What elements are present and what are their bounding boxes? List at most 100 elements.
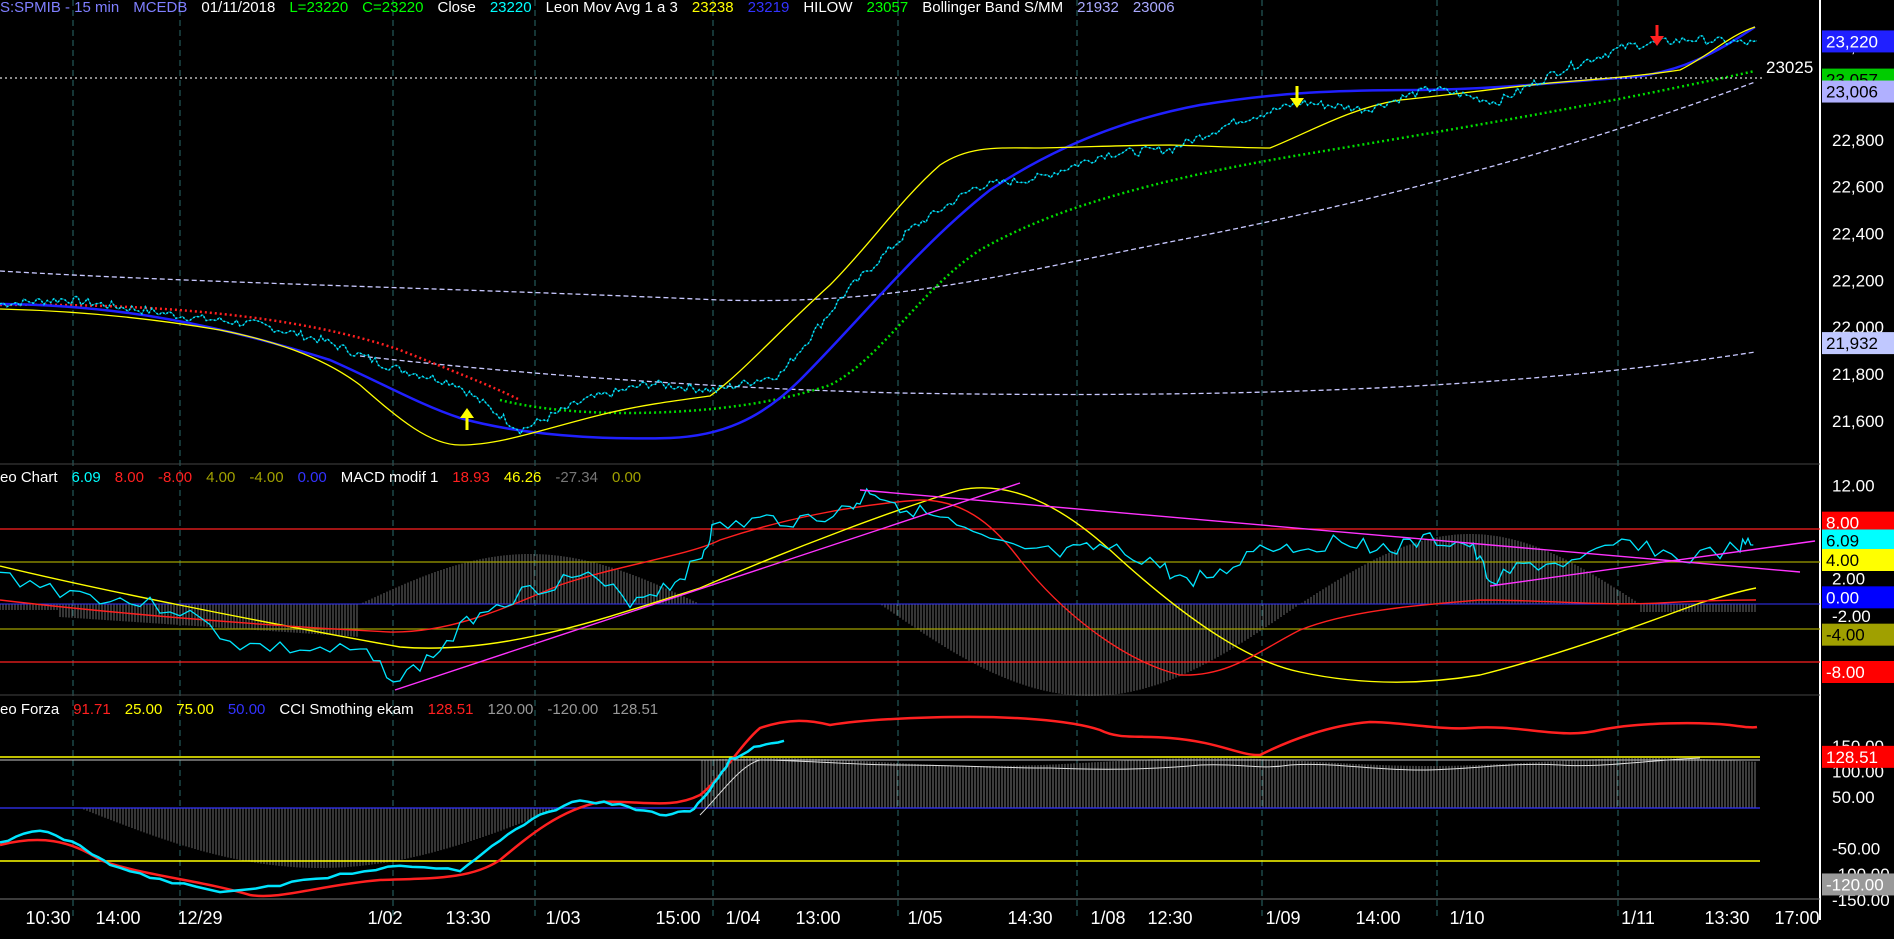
header-item: 120.00 bbox=[488, 701, 534, 718]
y-tick-label: 22,800 bbox=[1832, 131, 1884, 150]
x-tick-label: 1/02 bbox=[367, 908, 402, 928]
value-badge: 23,006 bbox=[1822, 80, 1894, 103]
header-item: eo Forza bbox=[0, 701, 60, 718]
blue-moving-average bbox=[0, 25, 1756, 440]
close-series-line bbox=[0, 35, 1758, 435]
header-item: -120.00 bbox=[547, 701, 598, 718]
signal-arrows bbox=[460, 25, 1664, 430]
header-item: MCEDB bbox=[133, 0, 187, 16]
price-panel-header: S:SPMIB - 15 min MCEDB 01/11/2018 L=23220 C=… bbox=[0, 0, 1175, 16]
header-item: 6.09 bbox=[72, 469, 101, 486]
macd-panel-header: eo Chart 6.09 8.00 -8.00 4.00 -4.00 0.00 MACD m… bbox=[0, 469, 641, 486]
value-badge: -120.00 bbox=[1822, 873, 1894, 896]
svg-text:23,006: 23,006 bbox=[1826, 83, 1878, 102]
header-item: 23057 bbox=[867, 0, 909, 16]
header-item: 128.51 bbox=[428, 701, 474, 718]
header-item: 75.00 bbox=[176, 701, 214, 718]
header-item: 25.00 bbox=[125, 701, 163, 718]
header-item: eo Chart bbox=[0, 469, 58, 486]
x-tick-label: 13:30 bbox=[1704, 908, 1749, 928]
value-badge: 4.00 bbox=[1822, 549, 1894, 571]
macd-histogram bbox=[0, 534, 1756, 696]
y-tick-label: 22,600 bbox=[1832, 178, 1884, 197]
x-tick-label: 12/29 bbox=[177, 908, 222, 928]
panel-separators bbox=[0, 0, 1821, 920]
x-tick-label: 1/03 bbox=[545, 908, 580, 928]
header-item: -27.34 bbox=[555, 469, 598, 486]
value-badge: 0.00 bbox=[1822, 586, 1894, 609]
svg-text:128.51: 128.51 bbox=[1826, 748, 1878, 767]
header-item: 23219 bbox=[748, 0, 790, 16]
trendline-2 bbox=[859, 489, 1801, 573]
y-tick-label: 2.00 bbox=[1832, 570, 1865, 589]
header-item: 50.00 bbox=[228, 701, 266, 718]
svg-text:6.09: 6.09 bbox=[1826, 531, 1859, 550]
x-tick-label: 1/08 bbox=[1090, 908, 1125, 928]
header-item: CCI Smothing ekam bbox=[279, 701, 413, 718]
header-item: Bollinger Band S/MM bbox=[922, 0, 1063, 16]
x-tick-label: 13:30 bbox=[445, 908, 490, 928]
header-item: 0.00 bbox=[298, 469, 327, 486]
cci-cyan-line bbox=[0, 739, 785, 894]
red-dotted-average bbox=[0, 303, 521, 402]
macd-cyan-line bbox=[0, 487, 1754, 683]
y-tick-label: 22,400 bbox=[1832, 224, 1884, 243]
header-item: 23220 bbox=[490, 0, 532, 16]
arrow-up-icon bbox=[460, 408, 474, 430]
x-tick-label: 13:00 bbox=[795, 908, 840, 928]
trendline-1 bbox=[394, 482, 1021, 691]
x-tick-label: 1/10 bbox=[1449, 908, 1484, 928]
x-tick-label: 17:00 bbox=[1774, 908, 1819, 928]
cci-histogram bbox=[80, 758, 1756, 868]
header-item: 23006 bbox=[1133, 0, 1175, 16]
header-item: S:SPMIB - 15 min bbox=[0, 0, 119, 16]
x-tick-label: 10:30 bbox=[25, 908, 70, 928]
macd-signal-yellow bbox=[0, 487, 1757, 683]
macd-red bbox=[0, 499, 1757, 676]
y-tick-label: 22,200 bbox=[1832, 271, 1884, 290]
cci-red bbox=[0, 715, 1758, 898]
x-tick-label: 1/11 bbox=[1621, 908, 1655, 928]
header-item: C=23220 bbox=[362, 0, 423, 16]
reference-line: 23025 bbox=[0, 58, 1813, 79]
y-tick-label: -50.00 bbox=[1832, 840, 1880, 859]
svg-text:-120.00: -120.00 bbox=[1826, 875, 1884, 894]
header-item: 46.26 bbox=[504, 469, 542, 486]
svg-text:4.00: 4.00 bbox=[1826, 551, 1859, 570]
header-item: 91.71 bbox=[73, 701, 111, 718]
header-item: Close bbox=[437, 0, 475, 16]
header-item: 01/11/2018 bbox=[201, 0, 275, 16]
header-item: 0.00 bbox=[612, 469, 641, 486]
header-item: 4.00 bbox=[206, 469, 235, 486]
header-item: 128.51 bbox=[612, 701, 658, 718]
value-badge: -4.00 bbox=[1822, 623, 1894, 646]
x-tick-label: 12:30 bbox=[1147, 908, 1192, 928]
value-badge: -8.00 bbox=[1822, 661, 1894, 683]
header-item: Leon Mov Avg 1 a 3 bbox=[546, 0, 678, 16]
svg-text:21,932: 21,932 bbox=[1826, 334, 1878, 353]
cci-panel-header: eo Forza 91.71 25.00 75.00 50.00 CCI Smothing… bbox=[0, 701, 658, 718]
value-badge: 23,220 bbox=[1822, 30, 1894, 53]
y-tick-label: 21,600 bbox=[1832, 412, 1884, 431]
header-item: 8.00 bbox=[115, 469, 144, 486]
svg-text:-4.00: -4.00 bbox=[1826, 626, 1865, 645]
x-tick-label: 14:00 bbox=[95, 908, 140, 928]
header-item: 18.93 bbox=[452, 469, 490, 486]
header-item: -4.00 bbox=[249, 469, 283, 486]
svg-text:8.00: 8.00 bbox=[1826, 514, 1859, 533]
y-tick-label: -150.00 bbox=[1832, 891, 1890, 910]
svg-text:23,220: 23,220 bbox=[1826, 32, 1878, 51]
x-tick-label: 15:00 bbox=[655, 908, 700, 928]
header-item: -8.00 bbox=[158, 469, 192, 486]
price-indicators bbox=[0, 25, 1758, 446]
header-item: MACD modif 1 bbox=[341, 469, 439, 486]
cci-white bbox=[699, 757, 1701, 816]
svg-text:-8.00: -8.00 bbox=[1826, 663, 1865, 682]
x-axis-labels: 10:30 14:00 12/29 1/02 13:30 1/03 15:00 1/04 13:… bbox=[25, 908, 1819, 928]
value-badges: 23,22023,05723,00621,9328.006.094.000.00… bbox=[1822, 30, 1894, 896]
x-tick-label: 14:00 bbox=[1355, 908, 1400, 928]
value-badge: 8.00 bbox=[1822, 511, 1894, 534]
arrow-down-red-icon bbox=[1650, 25, 1664, 46]
bollinger-upper bbox=[0, 81, 1756, 302]
